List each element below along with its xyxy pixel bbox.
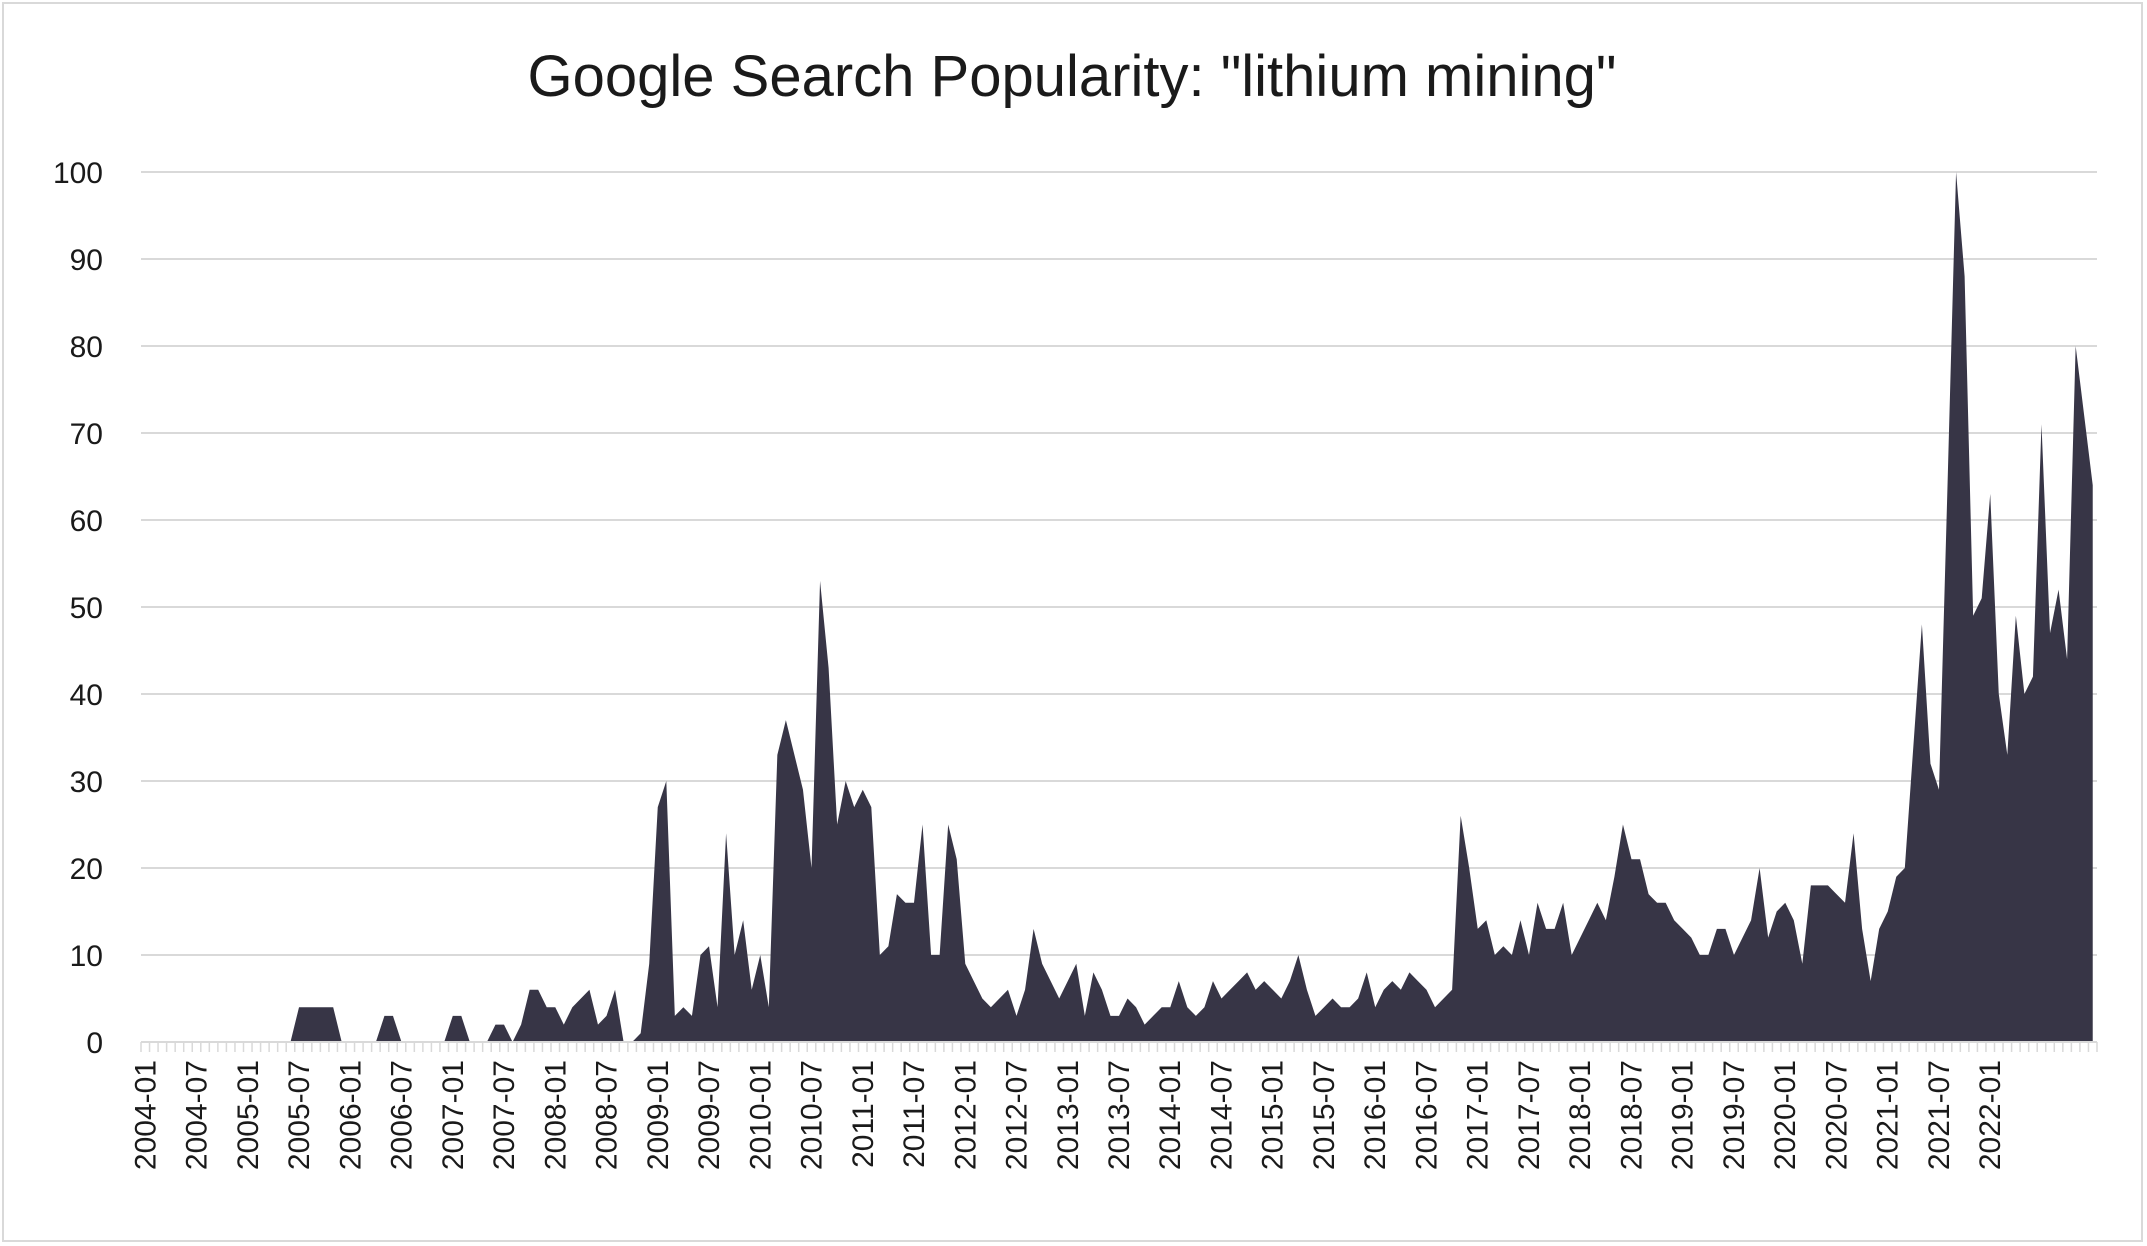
x-tick-label: 2022-01 bbox=[1974, 1060, 2007, 1170]
y-tick-label: 20 bbox=[70, 853, 103, 886]
x-axis bbox=[140, 1041, 2098, 1052]
gridlines bbox=[141, 171, 2097, 1043]
x-tick-label: 2012-07 bbox=[1001, 1060, 1034, 1170]
x-tick-label: 2006-07 bbox=[386, 1060, 419, 1170]
y-tick-label: 90 bbox=[70, 244, 103, 277]
x-tick-label: 2008-07 bbox=[591, 1060, 624, 1170]
x-axis-tick-labels: 2004-01 2004-07 2005-01 2005-07 2006-01 2006-… bbox=[129, 1060, 2007, 1170]
x-tick-label: 2016-01 bbox=[1359, 1060, 1392, 1170]
x-tick-label: 2015-07 bbox=[1308, 1060, 1341, 1170]
x-tick-label: 2014-07 bbox=[1205, 1060, 1238, 1170]
x-tick-label: 2018-01 bbox=[1564, 1060, 1597, 1170]
y-tick-label: 30 bbox=[70, 766, 103, 799]
x-tick-label: 2018-07 bbox=[1615, 1060, 1648, 1170]
y-tick-label: 100 bbox=[53, 157, 103, 190]
x-tick-label: 2017-07 bbox=[1513, 1060, 1546, 1170]
x-tick-label: 2008-01 bbox=[539, 1060, 572, 1170]
series-area bbox=[145, 172, 2093, 1042]
x-tick-label: 2017-01 bbox=[1462, 1060, 1495, 1170]
x-tick-label: 2005-07 bbox=[283, 1060, 316, 1170]
y-tick-label: 60 bbox=[70, 505, 103, 538]
x-tick-label: 2010-07 bbox=[796, 1060, 829, 1170]
x-tick-label: 2019-07 bbox=[1718, 1060, 1751, 1170]
x-tick-label: 2011-07 bbox=[898, 1060, 931, 1168]
x-tick-label: 2019-01 bbox=[1667, 1060, 1700, 1170]
x-tick-label: 2014-01 bbox=[1154, 1060, 1187, 1170]
chart-title: Google Search Popularity: "lithium minin… bbox=[528, 44, 1617, 109]
x-tick-label: 2012-01 bbox=[949, 1060, 982, 1170]
x-tick-label: 2020-01 bbox=[1769, 1060, 1802, 1170]
y-tick-label: 80 bbox=[70, 331, 103, 364]
y-tick-label: 10 bbox=[70, 940, 103, 973]
x-tick-label: 2021-01 bbox=[1872, 1060, 1905, 1170]
x-tick-label: 2004-07 bbox=[181, 1060, 214, 1170]
x-tick-label: 2004-01 bbox=[129, 1060, 162, 1170]
x-tick-label: 2021-07 bbox=[1923, 1060, 1956, 1170]
y-tick-label: 70 bbox=[70, 418, 103, 451]
x-tick-label: 2010-01 bbox=[744, 1060, 777, 1170]
y-axis-ticks: 0 10 20 30 40 50 60 70 80 90 100 bbox=[53, 157, 103, 1060]
x-tick-label: 2013-01 bbox=[1052, 1060, 1085, 1170]
x-tick-label: 2020-07 bbox=[1820, 1060, 1853, 1170]
x-tick-label: 2016-07 bbox=[1410, 1060, 1443, 1170]
x-tick-label: 2015-01 bbox=[1257, 1060, 1290, 1170]
x-tick-label: 2006-01 bbox=[334, 1060, 367, 1170]
x-tick-label: 2009-07 bbox=[693, 1060, 726, 1170]
x-tick-label: 2007-01 bbox=[437, 1060, 470, 1170]
area-chart: Google Search Popularity: "lithium minin… bbox=[53, 44, 2098, 1170]
y-tick-label: 40 bbox=[70, 679, 103, 712]
x-tick-label: 2009-01 bbox=[642, 1060, 675, 1170]
y-tick-label: 50 bbox=[70, 592, 103, 625]
x-tick-label: 2005-01 bbox=[232, 1060, 265, 1170]
y-tick-label: 0 bbox=[86, 1027, 103, 1060]
x-tick-label: 2007-07 bbox=[488, 1060, 521, 1170]
x-tick-label: 2011-01 bbox=[847, 1060, 880, 1168]
x-tick-label: 2013-07 bbox=[1103, 1060, 1136, 1170]
